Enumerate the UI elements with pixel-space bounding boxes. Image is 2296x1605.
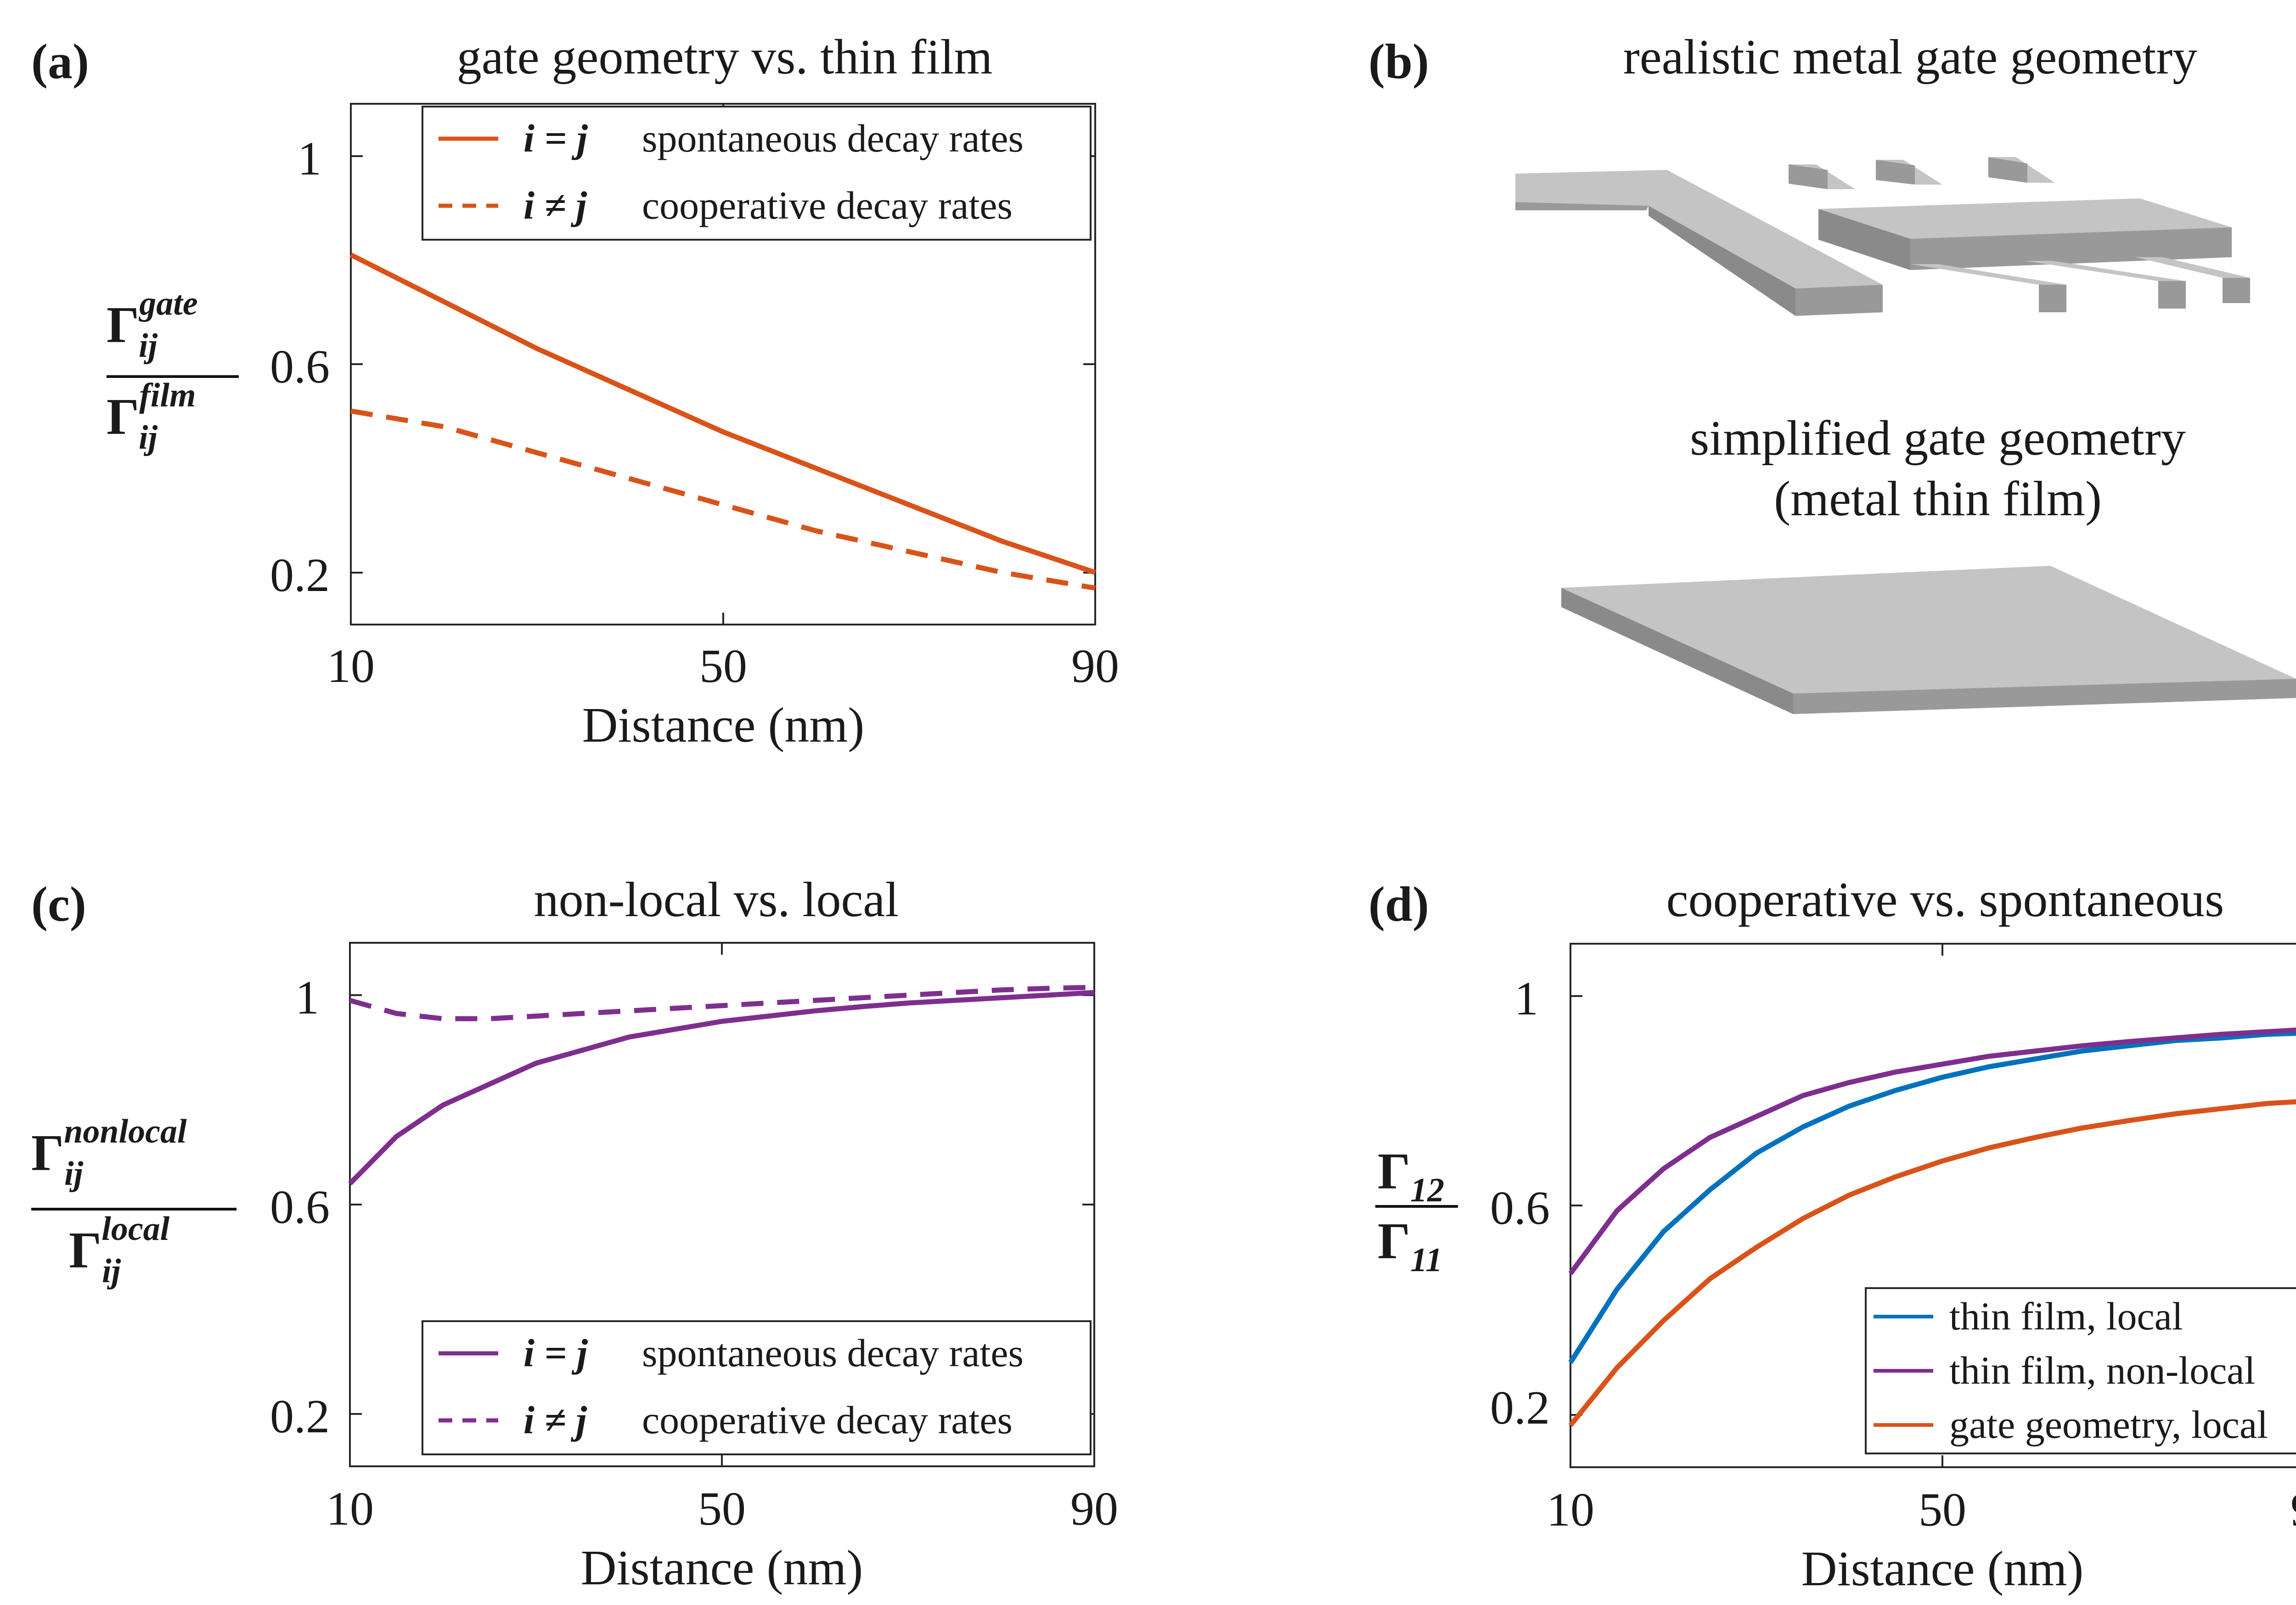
panel-c-xtick-50: 50 [698,1482,746,1535]
panel-a-series-1 [350,408,1096,591]
panel-d-series-1 [1568,1027,2296,1275]
panel-d: (d) cooperative vs. spontaneous 1 0.6 0.… [1368,873,2296,1596]
panel-c-ytick-0-2: 0.2 [270,1390,330,1443]
panel-d-series-2 [1568,1099,2296,1427]
panel-d-ytick-1: 1 [1514,972,1538,1025]
panel-a-xtick-50: 50 [699,640,747,693]
panel-a-ytick-0-2: 0.2 [270,549,330,602]
panel-a-legend-box [422,106,1092,241]
panel-a: (a) gate geometry vs. thin film 1 0.6 0.… [31,30,1119,753]
panel-a-legend-math-1: i ≠ j [523,183,587,227]
panel-c-series-1 [349,985,1095,1021]
panel-d-ytick-0-6: 0.6 [1490,1182,1550,1234]
thin-film-drawing [1561,566,2296,714]
panel-a-xlabel: Distance (nm) [582,698,865,753]
panel-b-title-top: realistic metal gate geometry [1623,30,2197,84]
panel-a-legend: i = j spontaneous decay rates i ≠ j coop… [422,106,1092,241]
panel-a-ytick-0-6: 0.6 [270,340,330,393]
panel-d-ytick-0-2: 0.2 [1490,1381,1550,1434]
panel-c-ytick-0-6: 0.6 [270,1181,330,1233]
panel-c-legend-text-1: cooperative decay rates [642,1398,1013,1442]
panel-d-plot [1568,1027,2296,1427]
panel-c-xlabel: Distance (nm) [581,1541,863,1595]
panel-d-ylabel: Γ12 Γ11 [1375,1143,1458,1279]
panel-a-legend-math-0: i = j [523,116,588,160]
panel-a-legend-text-1: cooperative decay rates [642,183,1013,227]
panel-c-legend-box [422,1320,1092,1455]
panel-c-xtick-90: 90 [1070,1482,1118,1535]
panel-c-legend-math-0: i = j [523,1331,588,1375]
panel-d-title: cooperative vs. spontaneous [1666,873,2224,927]
panel-a-title: gate geometry vs. thin film [457,30,993,84]
panel-a-ylabel: Γgate ij Γfilm ij [107,285,239,456]
panel-d-legend: thin film, local thin film, non-local ga… [1865,1287,2296,1454]
panel-a-series-0 [349,252,1096,575]
panel-d-series-0 [1568,1031,2296,1364]
panel-c-legend-math-1: i ≠ j [523,1398,587,1442]
panel-d-ylabel-den: Γ11 [1378,1213,1442,1279]
panel-d-xtick-50: 50 [1919,1483,1966,1536]
panel-c-title: non-local vs. local [534,873,899,927]
panel-a-legend-text-0: spontaneous decay rates [642,116,1024,160]
panel-c-label: (c) [31,877,86,932]
panel-d-legend-text-1: thin film, non-local [1949,1348,2255,1392]
panel-c: (c) non-local vs. local 1 0.6 0.2 10 50 … [31,873,1118,1595]
panel-c-ylabel-num: Γnonlocal ij [31,1113,187,1193]
panel-d-legend-box [1865,1287,2296,1454]
panel-c-legend-text-0: spontaneous decay rates [642,1331,1024,1375]
panel-a-label: (a) [31,34,89,89]
panel-a-ylabel-num: Γgate ij [107,285,198,365]
panel-c-ylabel: Γnonlocal ij Γlocal ij [31,1113,236,1290]
panel-a-xtick-90: 90 [1071,640,1119,693]
panel-a-ytick-1: 1 [298,132,321,185]
panel-a-plot [349,252,1096,591]
panel-c-legend: i = j spontaneous decay rates i ≠ j coop… [422,1320,1092,1455]
panel-c-xtick-10: 10 [326,1482,374,1535]
panel-d-xlabel: Distance (nm) [1801,1542,2084,1596]
panel-b-title-bottom-2: (metal thin film) [1774,472,2102,526]
panel-d-label: (d) [1368,877,1429,932]
panel-a-ylabel-den: Γfilm ij [107,377,196,456]
panel-b-label: (b) [1368,34,1429,89]
panel-b: (b) realistic metal gate geometry [1368,30,2296,714]
panel-d-legend-text-0: thin film, local [1949,1294,2183,1338]
panel-c-ytick-1: 1 [295,971,319,1024]
panel-a-xtick-10: 10 [327,640,375,693]
panel-c-ylabel-den: Γlocal ij [69,1210,170,1290]
panel-d-xtick-90: 90 [2290,1483,2296,1536]
panel-d-legend-text-2: gate geometry, local [1949,1402,2268,1447]
panel-c-plot [348,985,1095,1186]
panel-d-xtick-10: 10 [1547,1483,1594,1536]
realistic-gate-drawing [1515,157,2250,316]
panel-c-series-0 [348,990,1095,1186]
panel-d-ylabel-num: Γ12 [1378,1143,1444,1209]
panel-b-title-bottom-1: simplified gate geometry [1690,411,2186,466]
